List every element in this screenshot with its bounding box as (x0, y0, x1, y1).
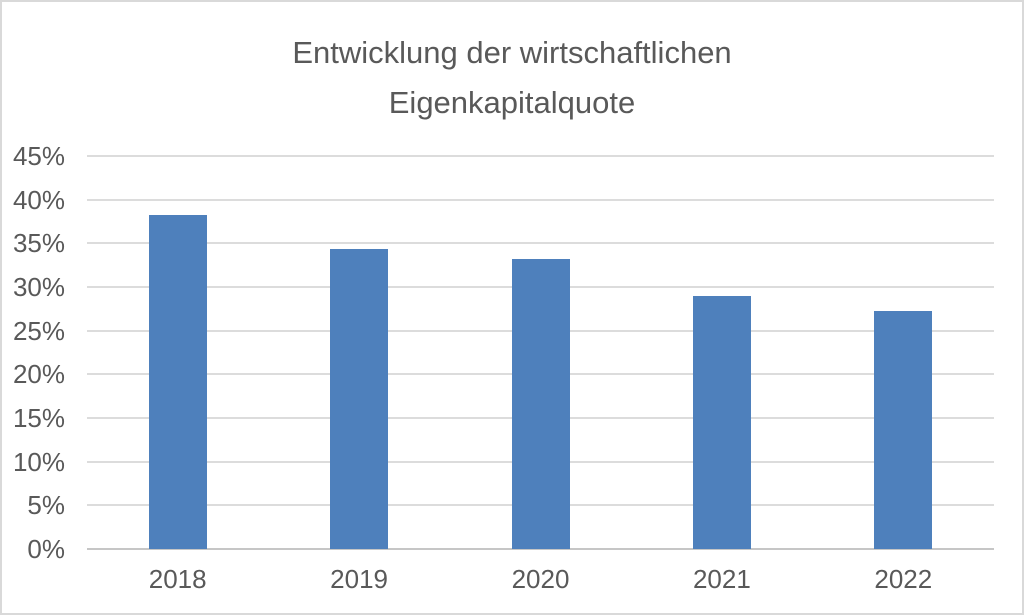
x-tick-label: 2022 (874, 564, 933, 594)
y-tick-label: 0% (27, 534, 65, 564)
bar-2022 (874, 310, 933, 549)
x-tick-label: 2021 (692, 564, 751, 594)
y-axis-labels: 0% 5% 10% 15% 20% 25% 30% 35% 40% 45% (2, 143, 65, 562)
x-axis-line (87, 548, 994, 550)
y-tick-label: 40% (12, 184, 65, 215)
bar-2020 (511, 259, 570, 549)
chart-title: Entwicklung der wirtschaftlichen Eigenka… (2, 28, 1022, 128)
y-tick-label: 45% (12, 141, 65, 171)
gridline (87, 242, 994, 245)
y-tick-label: 20% (12, 359, 65, 390)
plot-area (87, 155, 994, 550)
bar-2019 (330, 249, 389, 549)
y-tick-label: 35% (12, 228, 65, 259)
chart-title-line1: Entwicklung der wirtschaftlichen (292, 35, 732, 70)
x-tick-label: 2018 (148, 564, 207, 594)
gridline (87, 198, 994, 201)
chart-title-line2: Eigenkapitalquote (388, 85, 636, 120)
bar-2018 (148, 215, 207, 549)
gridline (87, 155, 994, 157)
y-tick-label: 25% (12, 315, 65, 346)
x-tick-label: 2020 (511, 564, 570, 594)
y-tick-label: 30% (12, 272, 65, 302)
x-tick-label: 2019 (330, 564, 389, 594)
y-tick-label: 10% (12, 446, 65, 477)
bar-2021 (692, 295, 751, 549)
x-axis-labels: 2018 2019 2020 2021 2022 (87, 564, 994, 596)
y-tick-label: 5% (27, 490, 65, 521)
y-tick-label: 15% (12, 403, 65, 433)
